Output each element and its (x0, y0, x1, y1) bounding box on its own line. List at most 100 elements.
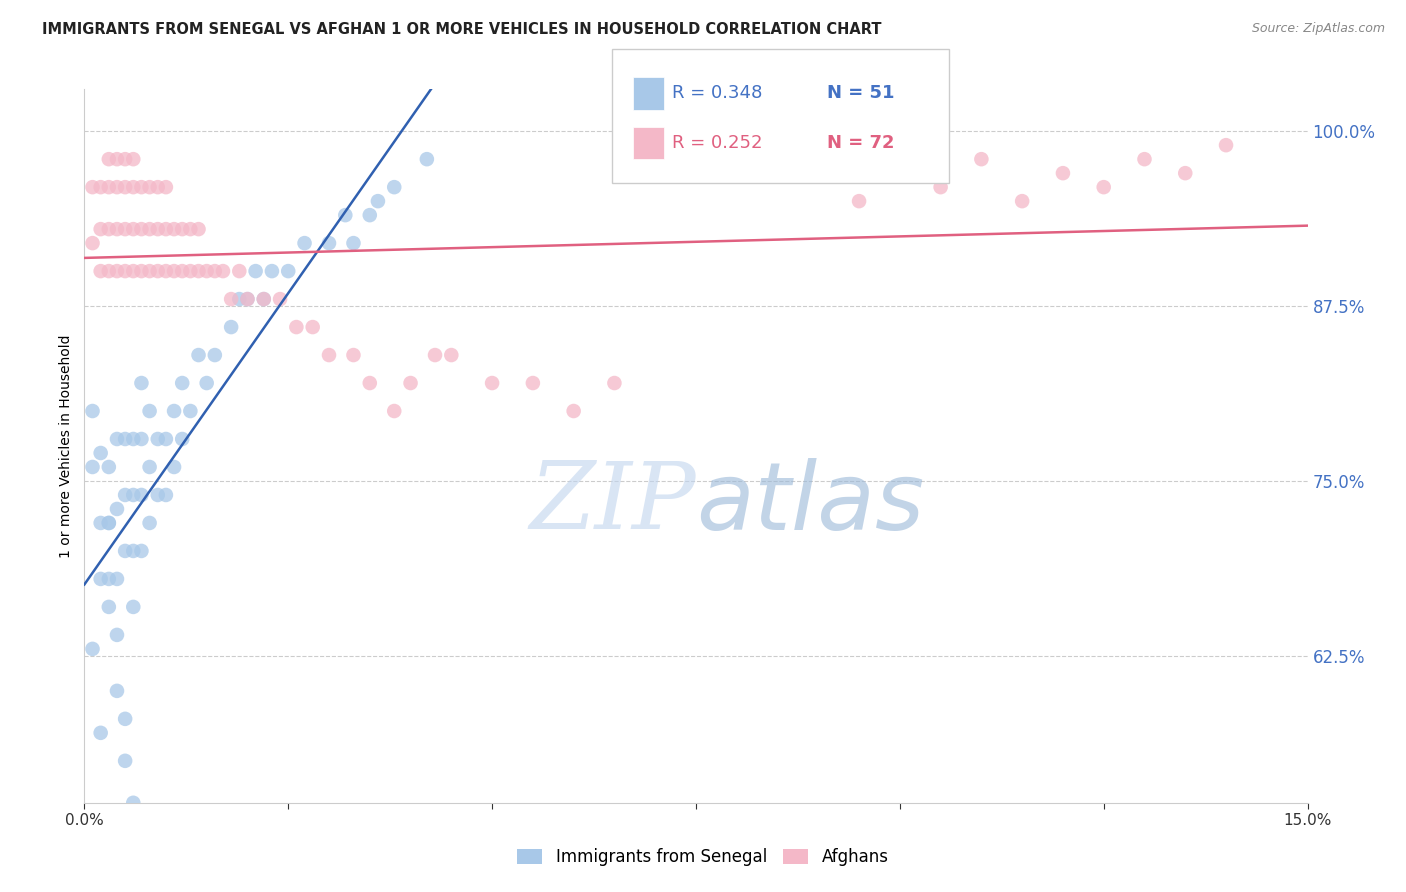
Point (172, 222, 194, 236)
Point (416, 152, 439, 166)
Point (335, 208, 357, 222)
Point (105, 502, 128, 516)
Text: R = 0.348: R = 0.348 (672, 85, 762, 103)
Point (929, 180, 952, 194)
Point (382, 180, 405, 194)
Point (301, 320, 323, 334)
Point (97, 222, 120, 236)
Point (97, 572, 120, 586)
Point (82, 641, 104, 656)
Point (970, 152, 993, 166)
Point (481, 376, 503, 390)
Point (236, 292, 259, 306)
Legend: Immigrants from Senegal, Afghans: Immigrants from Senegal, Afghans (509, 840, 897, 875)
Point (122, 599, 145, 614)
Point (146, 222, 169, 236)
Point (82, 180, 104, 194)
Point (562, 404, 585, 418)
Point (195, 376, 218, 390)
Point (155, 264, 177, 278)
Point (138, 264, 160, 278)
Point (146, 432, 169, 446)
Point (146, 264, 169, 278)
Point (90, 726, 112, 740)
Point (122, 488, 145, 502)
Point (131, 264, 153, 278)
Point (219, 292, 242, 306)
Point (318, 348, 340, 362)
Point (114, 152, 136, 166)
Point (97, 460, 120, 475)
Point (382, 404, 405, 418)
Point (155, 180, 177, 194)
Point (228, 292, 250, 306)
Point (423, 348, 446, 362)
Text: Source: ZipAtlas.com: Source: ZipAtlas.com (1251, 22, 1385, 36)
Point (114, 712, 136, 726)
Point (114, 544, 136, 558)
Point (122, 432, 145, 446)
Text: R = 0.252: R = 0.252 (672, 135, 762, 153)
Y-axis label: 1 or more Vehicles in Household: 1 or more Vehicles in Household (59, 334, 73, 558)
Point (163, 404, 186, 418)
Point (105, 222, 128, 236)
Point (90, 516, 112, 530)
Point (1092, 180, 1115, 194)
Point (187, 264, 209, 278)
Point (359, 208, 381, 222)
Point (399, 376, 422, 390)
Point (187, 348, 209, 362)
Point (105, 572, 128, 586)
Point (163, 222, 186, 236)
Point (138, 222, 160, 236)
Point (195, 264, 218, 278)
Point (97, 264, 120, 278)
Point (155, 488, 177, 502)
Point (253, 292, 276, 306)
Text: N = 51: N = 51 (827, 85, 894, 103)
Point (277, 264, 299, 278)
Point (342, 348, 364, 362)
Point (90, 180, 112, 194)
Point (522, 376, 544, 390)
Point (131, 180, 153, 194)
Point (253, 292, 276, 306)
Point (131, 432, 153, 446)
Point (122, 796, 145, 810)
Point (285, 320, 308, 334)
Point (90, 222, 112, 236)
Point (359, 376, 381, 390)
Point (138, 404, 160, 418)
Point (269, 292, 291, 306)
Point (90, 446, 112, 460)
Point (114, 754, 136, 768)
Point (179, 404, 201, 418)
Point (114, 488, 136, 502)
Point (138, 460, 160, 475)
Point (163, 460, 186, 475)
Point (82, 236, 104, 251)
Point (889, 166, 911, 180)
Point (138, 180, 160, 194)
Point (131, 376, 153, 390)
Point (131, 544, 153, 558)
Point (172, 376, 194, 390)
Point (228, 264, 250, 278)
Point (105, 152, 128, 166)
Point (172, 264, 194, 278)
Point (163, 264, 186, 278)
Point (848, 194, 870, 208)
Point (367, 194, 389, 208)
Point (97, 516, 120, 530)
Point (131, 488, 153, 502)
Point (122, 222, 145, 236)
Point (155, 222, 177, 236)
Point (90, 264, 112, 278)
Point (97, 599, 120, 614)
Point (318, 236, 340, 251)
Point (105, 628, 128, 642)
Point (114, 264, 136, 278)
Point (219, 320, 242, 334)
Point (204, 264, 226, 278)
Point (603, 376, 626, 390)
